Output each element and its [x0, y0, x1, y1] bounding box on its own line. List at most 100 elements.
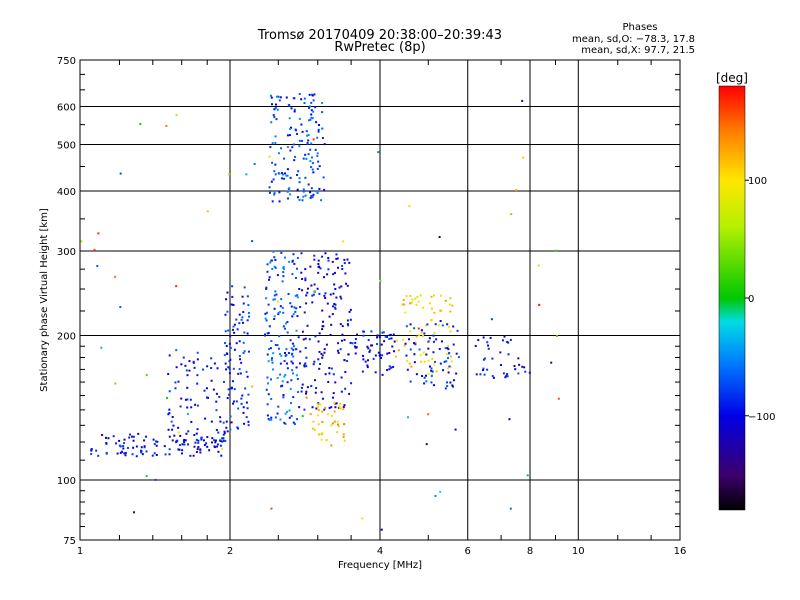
- data-point: [339, 323, 342, 326]
- data-point: [270, 416, 273, 419]
- data-point: [294, 277, 297, 280]
- data-point: [265, 319, 268, 322]
- data-point: [206, 436, 209, 439]
- data-point: [296, 188, 299, 191]
- data-point: [318, 187, 321, 190]
- data-point: [271, 200, 274, 203]
- chart-subtitle: RwPretec (8p): [334, 40, 426, 55]
- data-point: [272, 178, 275, 181]
- phases-title: Phases: [622, 22, 658, 33]
- data-point: [312, 110, 315, 113]
- data-point: [364, 360, 367, 363]
- data-point: [343, 262, 346, 265]
- data-point: [282, 325, 285, 328]
- data-point: [423, 332, 426, 335]
- data-point: [221, 447, 224, 450]
- data-point: [346, 284, 349, 287]
- data-point: [195, 438, 198, 441]
- data-point: [274, 266, 277, 269]
- data-point: [247, 393, 250, 396]
- data-point: [410, 365, 413, 368]
- data-point: [362, 358, 365, 361]
- data-point: [431, 373, 434, 376]
- data-point: [509, 338, 512, 341]
- data-point: [168, 453, 171, 456]
- data-point: [291, 342, 294, 345]
- data-point: [292, 348, 295, 351]
- data-point: [107, 437, 110, 440]
- data-point: [90, 448, 93, 451]
- data-point: [310, 284, 313, 287]
- data-point: [296, 296, 299, 299]
- data-point: [101, 434, 104, 437]
- data-point: [310, 101, 313, 104]
- data-point: [433, 363, 436, 366]
- data-point: [388, 337, 391, 340]
- data-point: [276, 344, 279, 347]
- data-point: [381, 373, 384, 376]
- data-point: [316, 414, 319, 417]
- data-point: [218, 395, 221, 398]
- data-point: [186, 406, 189, 409]
- data-point: [301, 289, 304, 292]
- data-point: [300, 386, 303, 389]
- data-point: [367, 339, 370, 342]
- data-point: [282, 275, 285, 278]
- data-point: [202, 439, 205, 442]
- data-point: [331, 414, 334, 417]
- data-point: [333, 410, 336, 413]
- data-point: [173, 434, 176, 437]
- data-point: [242, 302, 245, 305]
- data-point: [290, 107, 293, 110]
- data-point: [268, 191, 271, 194]
- data-point: [264, 312, 267, 315]
- data-point: [296, 257, 299, 260]
- data-point: [444, 387, 447, 390]
- data-point: [203, 444, 206, 447]
- data-point: [321, 354, 324, 357]
- data-point: [386, 369, 389, 372]
- data-point: [222, 381, 225, 384]
- data-point: [119, 306, 122, 309]
- data-point: [219, 416, 222, 419]
- data-point: [317, 271, 320, 274]
- data-point: [475, 373, 478, 376]
- data-point: [284, 422, 287, 425]
- data-point: [213, 362, 216, 365]
- data-point: [171, 439, 174, 442]
- data-point: [333, 302, 336, 305]
- data-point: [340, 339, 343, 342]
- data-point: [298, 117, 301, 120]
- data-point: [304, 279, 307, 282]
- data-point: [244, 387, 247, 390]
- data-point: [500, 363, 503, 366]
- data-point: [295, 267, 298, 270]
- data-point: [284, 327, 287, 330]
- data-point: [415, 335, 418, 338]
- data-point: [311, 196, 314, 199]
- data-point: [334, 406, 337, 409]
- data-point: [304, 362, 307, 365]
- data-point: [266, 414, 269, 417]
- data-point: [286, 146, 289, 149]
- data-point: [231, 380, 234, 383]
- data-point: [444, 299, 447, 302]
- data-point: [278, 191, 281, 194]
- colorbar-label: [deg]: [716, 71, 748, 85]
- data-point: [240, 318, 243, 321]
- data-point: [442, 369, 445, 372]
- data-point: [215, 429, 218, 432]
- data-point: [482, 367, 485, 370]
- data-point: [281, 306, 284, 309]
- data-point: [334, 306, 337, 309]
- data-point: [313, 93, 316, 96]
- data-point: [171, 428, 174, 431]
- data-point: [270, 378, 273, 381]
- data-point: [341, 333, 344, 336]
- data-point: [439, 320, 442, 323]
- data-point: [326, 413, 329, 416]
- data-point: [321, 410, 324, 413]
- data-point: [305, 390, 308, 393]
- data-point: [419, 294, 422, 297]
- data-point: [392, 333, 395, 336]
